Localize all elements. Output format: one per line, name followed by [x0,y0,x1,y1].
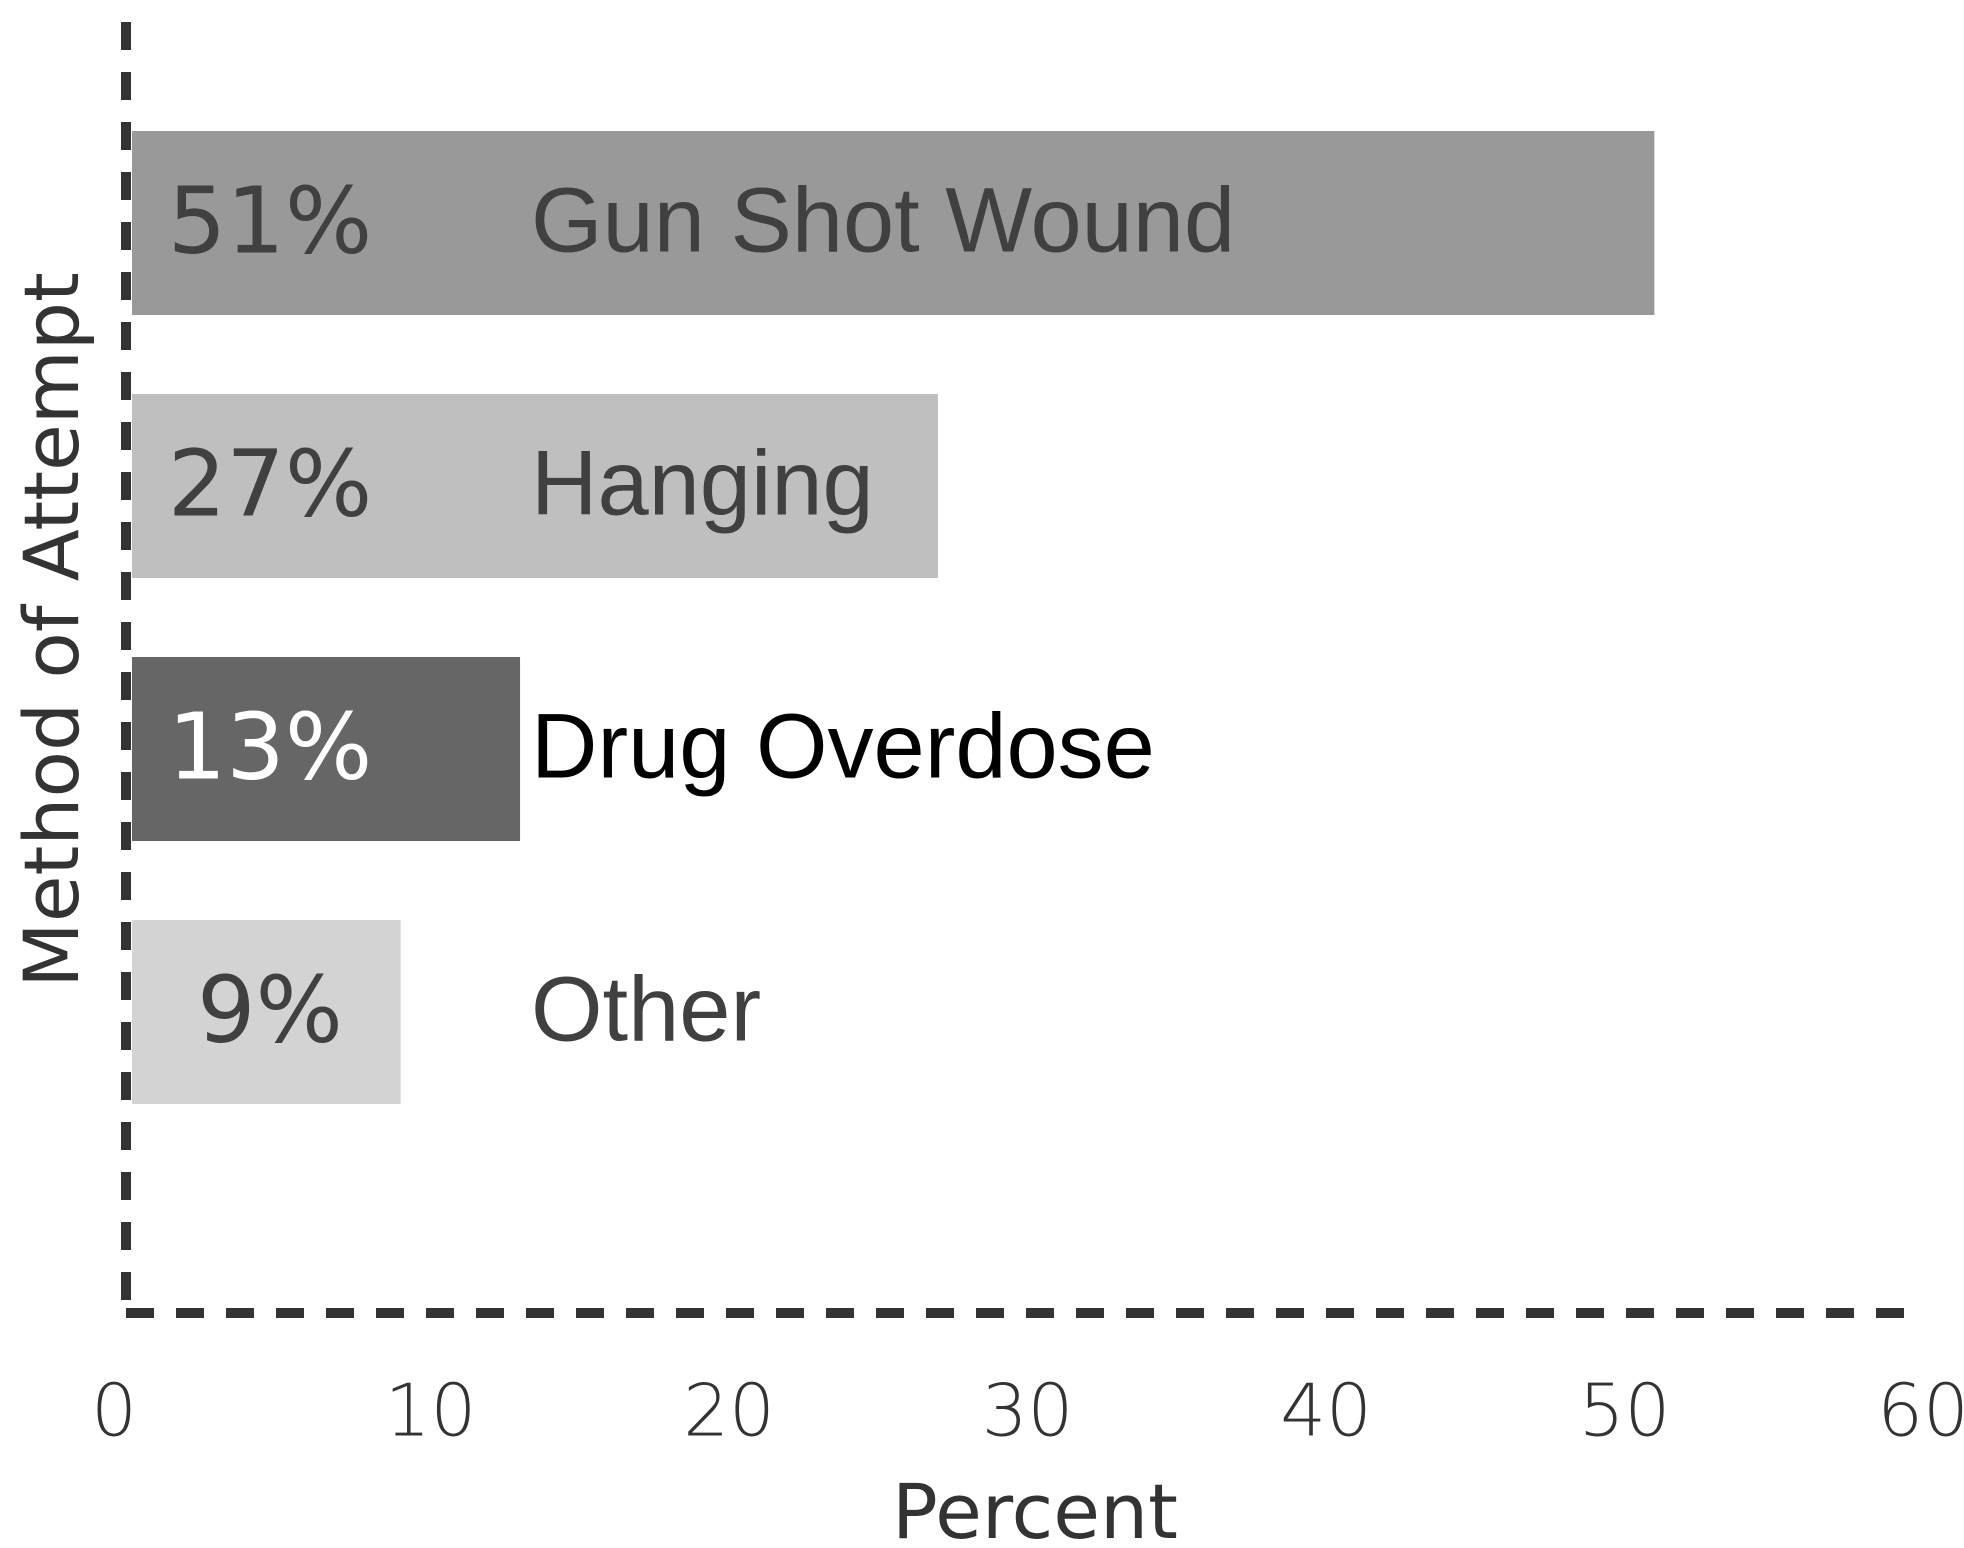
category-label: Drug Overdose [531,695,1155,797]
x-tick-label: 40 [1280,1369,1372,1453]
x-tick-label: 0 [91,1369,137,1453]
x-tick-label: 20 [683,1369,775,1453]
bar [132,131,1655,315]
x-axis-title: Percent [892,1467,1178,1548]
y-axis-title: Method of Attempt [7,272,96,988]
bar [132,657,521,841]
category-label: Hanging [531,432,874,534]
x-tick-label: 60 [1877,1369,1964,1453]
bar [132,920,401,1104]
x-tick-label: 30 [982,1369,1074,1453]
bar [132,394,938,578]
x-tick-label: 10 [385,1369,477,1453]
value-label: 9% [197,956,343,1063]
category-label: Other [531,958,761,1060]
value-label: 27% [168,430,372,537]
category-label: Gun Shot Wound [531,169,1235,271]
value-label: 13% [168,693,372,800]
x-tick-label: 50 [1579,1369,1671,1453]
value-label: 51% [168,167,372,274]
